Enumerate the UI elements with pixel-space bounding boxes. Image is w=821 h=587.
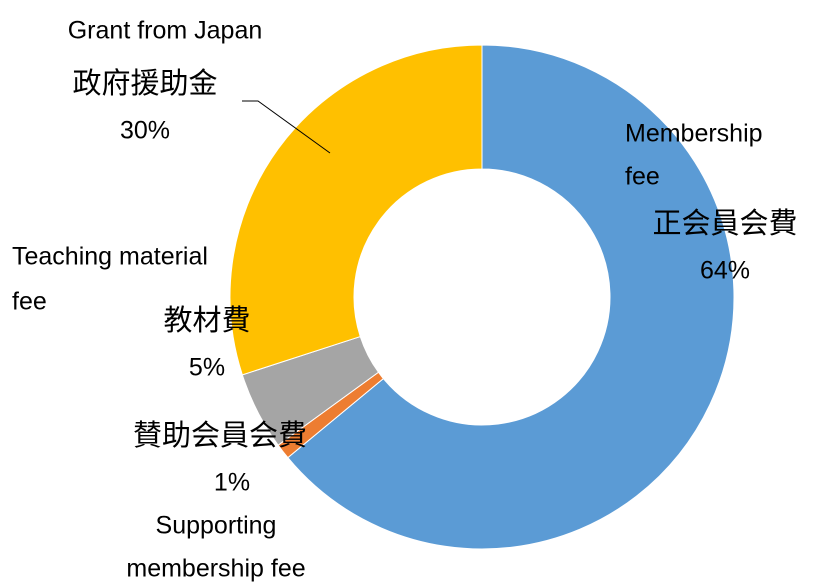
english-label: fee bbox=[625, 163, 660, 191]
value-label: 5% bbox=[189, 354, 225, 382]
english-label: Teaching material bbox=[12, 243, 208, 271]
category-label: 正会員会費 bbox=[652, 206, 797, 240]
category-label: 教材費 bbox=[163, 303, 250, 337]
donut-slice bbox=[229, 44, 483, 376]
english-label: fee bbox=[12, 288, 47, 316]
donut bbox=[229, 44, 735, 550]
english-label: Supporting bbox=[156, 512, 277, 540]
english-label: Membership bbox=[625, 120, 763, 148]
value-label: 64% bbox=[700, 257, 750, 285]
leader-line bbox=[242, 100, 331, 154]
value-label: 30% bbox=[120, 117, 170, 145]
category-label: 賛助会員会費 bbox=[133, 418, 307, 452]
category-label: 政府援助金 bbox=[72, 66, 217, 100]
english-label: membership fee bbox=[126, 555, 305, 583]
donut-slice bbox=[287, 44, 735, 550]
english-label: Grant from Japan bbox=[68, 17, 263, 45]
value-label: 1% bbox=[214, 469, 250, 497]
labels: Membership fee 正会員会費 64% Supporting membershi… bbox=[12, 17, 798, 583]
